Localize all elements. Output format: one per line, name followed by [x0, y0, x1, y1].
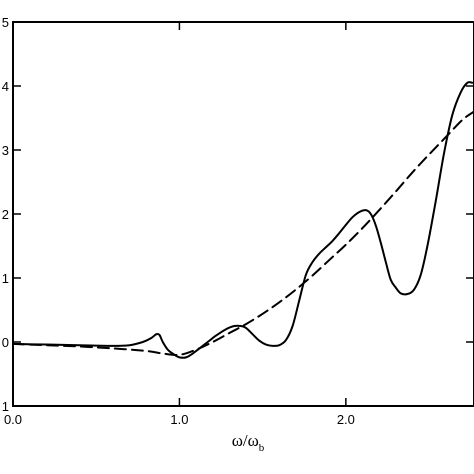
- x-tick-label: 1.0: [170, 412, 188, 427]
- x-tick-label: 2.0: [337, 412, 355, 427]
- labels-layer: 0.0 1.0 2.0 5 4 3 2 1 0 1: [2, 15, 355, 427]
- y-tick-label: 0: [2, 335, 9, 350]
- ticks-layer: [12, 21, 474, 407]
- x-axis-label-main: ω/ω: [232, 431, 259, 450]
- y-tick-label: 1: [2, 271, 9, 286]
- x-tick-label: 0.0: [4, 412, 22, 427]
- x-axis-label: ω/ωb: [232, 431, 265, 454]
- y-tick-label: 1: [2, 399, 9, 414]
- y-tick-label: 5: [2, 15, 9, 30]
- x-axis-label-subscript: b: [259, 442, 265, 454]
- plot-frame: [12, 21, 474, 407]
- y-tick-label: 2: [2, 207, 9, 222]
- series-line-dashed: [13, 110, 474, 356]
- series-line-solid: [13, 81, 474, 359]
- y-tick-label: 3: [2, 143, 9, 158]
- y-tick-label: 4: [2, 79, 9, 94]
- series-layer: [13, 81, 474, 359]
